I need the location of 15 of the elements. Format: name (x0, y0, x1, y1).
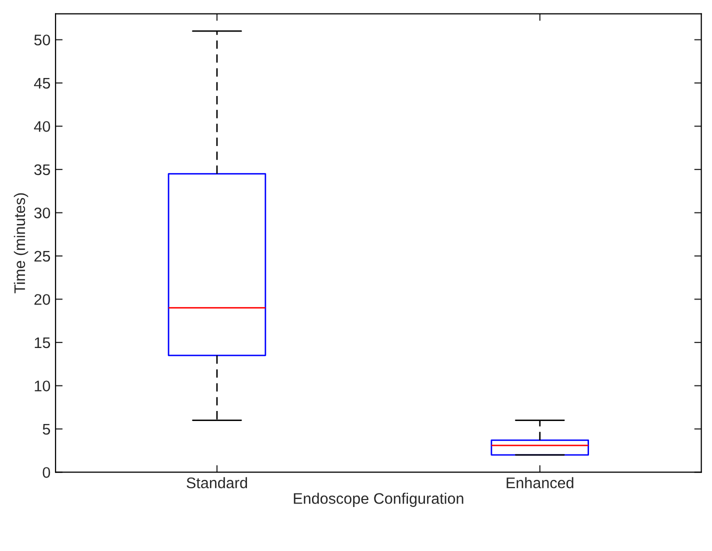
y-tick-label: 5 (42, 424, 50, 435)
x-tick-label: Standard (186, 477, 248, 488)
y-tick-label: 50 (34, 34, 50, 46)
y-axis-title: Time (minutes) (14, 193, 28, 294)
y-tick-label: 30 (34, 208, 50, 218)
y-tick-label: 45 (34, 78, 50, 89)
y-tick-label: 10 (34, 380, 50, 392)
y-tick-label: 0 (42, 467, 50, 478)
y-tick-label: 15 (34, 337, 50, 348)
y-tick-label: 25 (34, 250, 50, 262)
x-tick-label: Enhanced (506, 477, 574, 488)
y-tick-label: 35 (34, 164, 50, 176)
y-tick-label: 20 (34, 294, 50, 305)
x-axis-title: Endoscope Configuration (294, 492, 464, 507)
y-tick-label: 40 (34, 121, 50, 132)
